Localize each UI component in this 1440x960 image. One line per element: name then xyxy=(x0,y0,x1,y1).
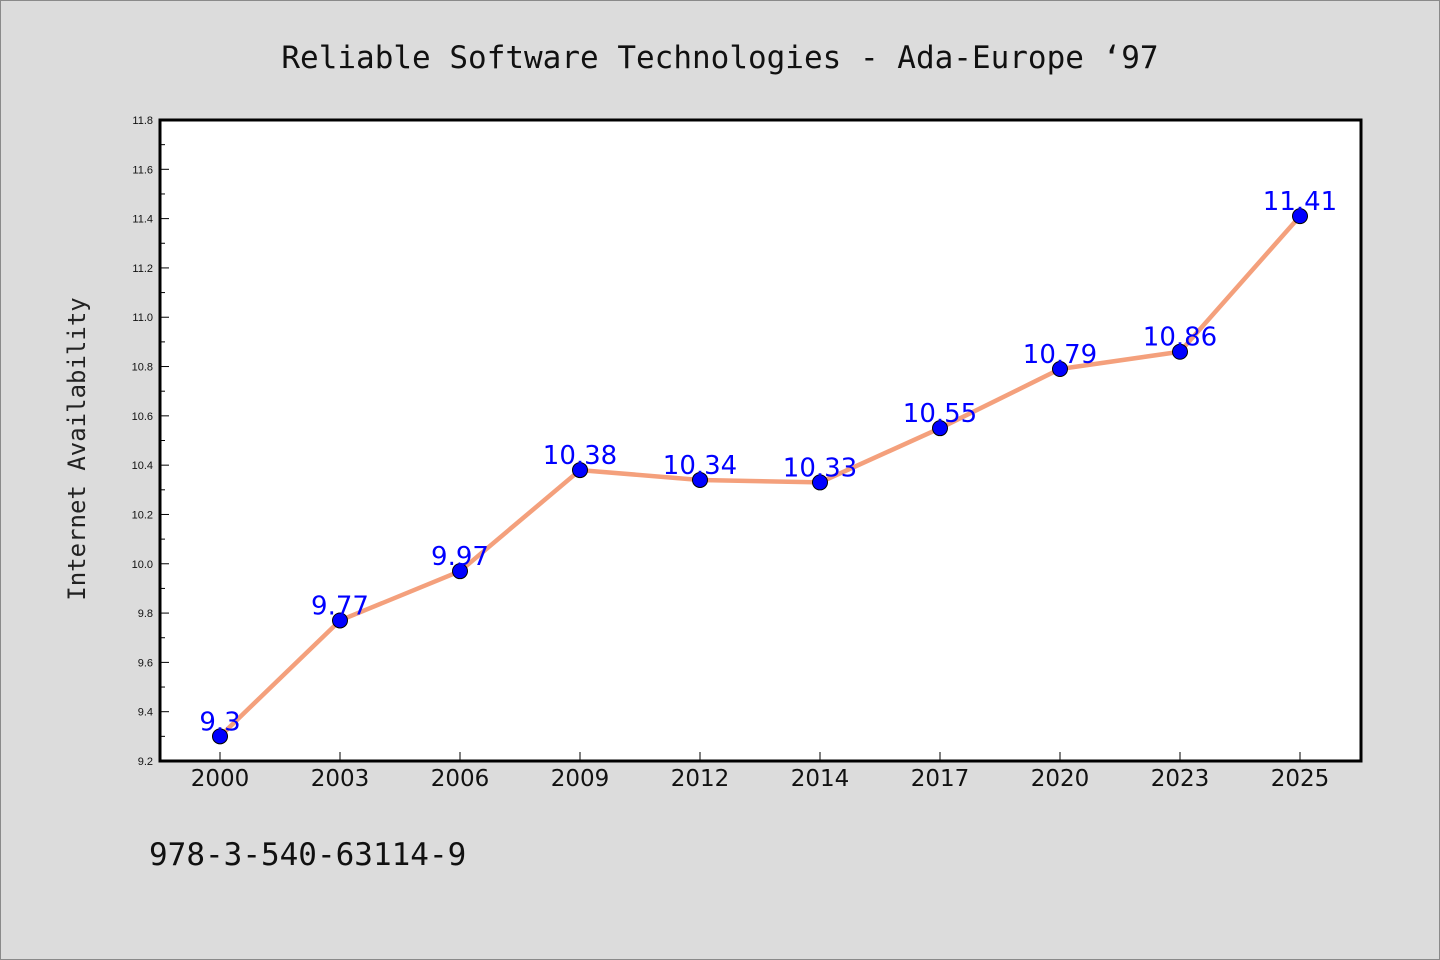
x-tick-label: 2014 xyxy=(791,766,850,792)
data-point xyxy=(452,563,468,580)
y-tick-label: 10.6 xyxy=(132,411,153,423)
y-tick-label: 11.0 xyxy=(132,312,153,324)
y-tick-label: 10.8 xyxy=(132,362,153,374)
data-point xyxy=(212,728,228,745)
y-axis-label: Internet Availability xyxy=(63,297,91,600)
x-tick-label: 2000 xyxy=(191,766,250,792)
x-tick-label: 2023 xyxy=(1151,766,1210,792)
x-tick-label: 2003 xyxy=(311,766,370,792)
data-label: 10.34 xyxy=(663,451,737,481)
y-tick-label: 11.6 xyxy=(132,164,153,176)
y-tick-label: 9.2 xyxy=(138,756,153,768)
data-point xyxy=(332,612,348,629)
data-label: 9.3 xyxy=(199,707,240,737)
data-point xyxy=(572,462,588,479)
y-tick-label: 9.8 xyxy=(138,608,153,620)
data-point xyxy=(1052,361,1068,378)
data-label: 10.86 xyxy=(1143,323,1217,353)
x-tick-label: 2025 xyxy=(1271,766,1330,792)
y-tick-label: 9.4 xyxy=(138,707,153,719)
y-tick-label: 10.4 xyxy=(132,460,153,472)
x-tick-label: 2017 xyxy=(911,766,970,792)
data-label: 10.79 xyxy=(1023,340,1097,370)
data-label: 9.77 xyxy=(311,591,369,621)
data-point xyxy=(692,471,708,488)
x-tick-label: 2020 xyxy=(1031,766,1090,792)
data-label: 10.38 xyxy=(543,441,617,471)
data-point xyxy=(932,420,948,437)
x-tick-label: 2012 xyxy=(671,766,730,792)
x-tick-label: 2006 xyxy=(431,766,490,792)
series-layer: 9.3 9.77 9.97 10.38 10.34 10.33 10.55 10.79 10.8… xyxy=(199,187,1337,745)
data-point xyxy=(812,474,828,491)
data-point xyxy=(1292,208,1308,225)
data-label: 11.41 xyxy=(1263,187,1337,217)
plot-area xyxy=(158,118,1363,763)
data-label: 10.33 xyxy=(783,453,857,483)
series-line xyxy=(217,213,1303,739)
chart-title: Reliable Software Technologies - Ada-Eur… xyxy=(281,40,1158,76)
y-axis: 9.2 9.4 9.6 9.8 10.0 10.2 10.4 10.6 10.8 11.0 11.2… xyxy=(132,115,169,768)
y-tick-label: 10.0 xyxy=(132,559,153,571)
data-point xyxy=(1172,343,1188,360)
y-tick-label: 10.2 xyxy=(132,509,153,521)
y-tick-label: 11.4 xyxy=(132,214,153,226)
data-label: 9.97 xyxy=(431,542,489,572)
y-tick-label: 9.6 xyxy=(138,657,153,669)
x-tick-label: 2009 xyxy=(551,766,610,792)
isbn-footnote: 978-3-540-63114-9 xyxy=(149,837,466,873)
data-label: 10.55 xyxy=(903,399,977,429)
y-tick-label: 11.8 xyxy=(132,115,153,127)
y-tick-label: 11.2 xyxy=(132,263,153,275)
x-axis: 2000 2003 2006 2009 2012 2014 2017 2020 2023 2025 xyxy=(191,752,1330,792)
